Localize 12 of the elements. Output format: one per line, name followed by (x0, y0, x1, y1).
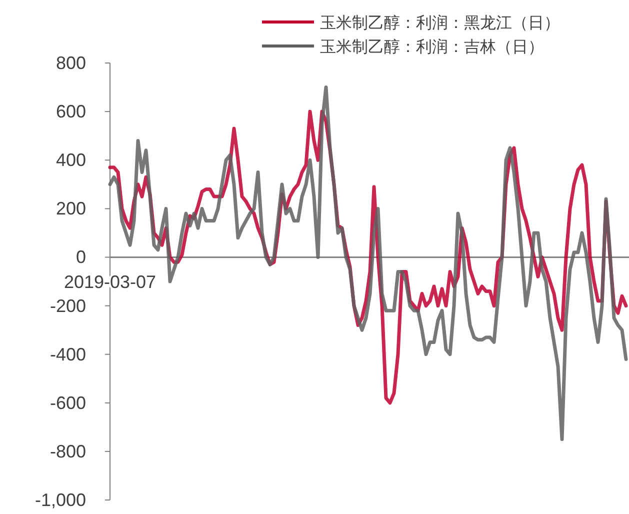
y-tick-label: -600 (50, 392, 86, 413)
y-tick-label: -400 (50, 344, 86, 364)
legend-label: 玉米制乙醇：利润：吉林（日） (320, 38, 544, 56)
y-tick-label: 800 (56, 53, 86, 73)
y-tick-label: 400 (56, 150, 86, 170)
legend-label: 玉米制乙醇：利润：黑龙江（日） (320, 14, 560, 32)
y-tick-label: 600 (56, 102, 86, 122)
y-tick-label: 0 (76, 247, 86, 268)
y-tick-label: 200 (56, 198, 86, 219)
y-tick-label: -800 (50, 441, 86, 462)
y-tick-label: -200 (50, 296, 86, 316)
y-tick-label: -1,000 (34, 490, 86, 510)
